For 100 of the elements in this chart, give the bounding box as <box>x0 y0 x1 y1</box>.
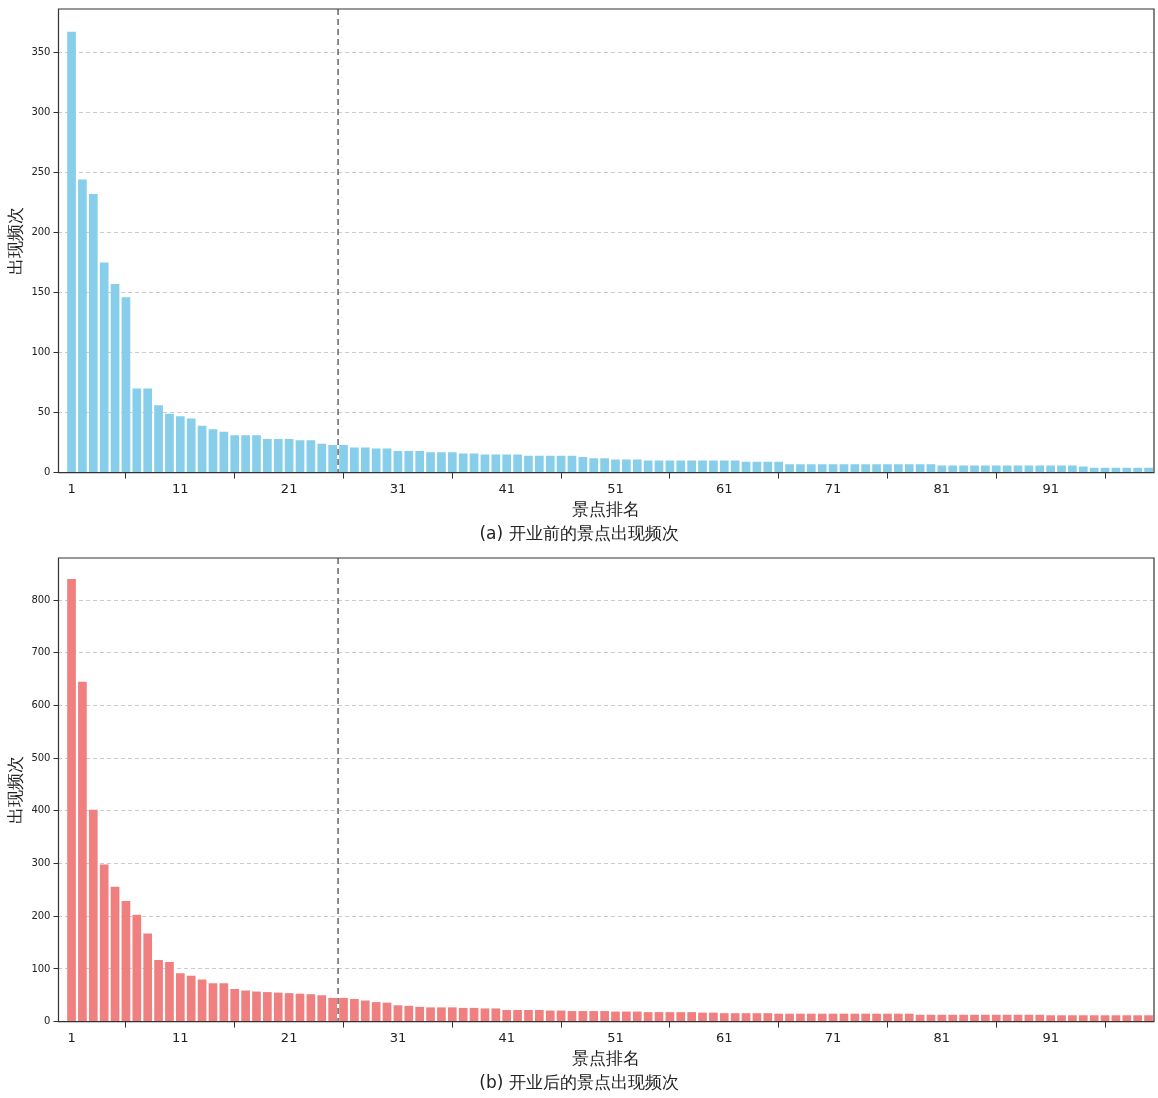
bar <box>1089 1015 1099 1022</box>
x-tick-label: 81 <box>933 480 951 496</box>
y-tick-label: 150 <box>31 286 51 298</box>
bar <box>861 464 871 473</box>
bar <box>241 435 250 473</box>
bar <box>991 465 1001 473</box>
bar <box>893 1013 903 1022</box>
x-tick-label: 91 <box>1042 1029 1059 1045</box>
bar <box>491 1008 501 1022</box>
bar <box>524 455 533 473</box>
bar <box>143 388 153 473</box>
bar <box>1035 1014 1045 1022</box>
y-tick-label: 700 <box>31 646 51 658</box>
bar <box>263 992 272 1022</box>
bar <box>1144 467 1153 473</box>
bar <box>1057 1015 1066 1022</box>
bar <box>415 1006 425 1022</box>
bar <box>78 179 87 473</box>
y-tick-label: 500 <box>31 751 51 763</box>
bar <box>132 388 142 473</box>
bar <box>632 1011 642 1022</box>
x-tick-label: 1 <box>67 480 76 496</box>
y-tick-label: 300 <box>31 105 51 117</box>
bar <box>252 435 261 473</box>
x-tick-label: 81 <box>933 1029 951 1045</box>
bar <box>469 453 479 473</box>
bar <box>981 465 990 473</box>
y-tick-label: 50 <box>37 406 51 418</box>
bar <box>578 1011 588 1022</box>
bar <box>643 1012 653 1022</box>
bar <box>513 1010 522 1022</box>
bar <box>502 454 512 473</box>
bar <box>915 464 925 473</box>
y-tick-label: 200 <box>31 225 51 237</box>
bar <box>306 994 316 1022</box>
bar <box>698 1012 707 1022</box>
bar <box>883 464 892 473</box>
bar <box>850 464 860 473</box>
bar <box>959 465 968 473</box>
bar <box>230 435 240 473</box>
bar <box>175 973 185 1022</box>
x-tick-label: 71 <box>824 1029 842 1045</box>
bar <box>839 464 849 473</box>
bar <box>1046 1015 1055 1022</box>
bar <box>752 1013 762 1022</box>
bar <box>284 993 294 1022</box>
bar <box>175 416 185 473</box>
bar <box>937 465 947 473</box>
y-tick-label: 0 <box>44 466 51 478</box>
bar <box>698 460 707 473</box>
bar <box>88 809 98 1022</box>
y-axis-title: 出现频次 <box>4 206 25 275</box>
bar <box>796 1013 805 1022</box>
bar <box>371 448 381 473</box>
bar <box>350 998 359 1022</box>
bar <box>154 405 163 473</box>
bar <box>622 459 631 473</box>
bar <box>1024 465 1034 473</box>
bar <box>317 443 327 473</box>
bar <box>437 1007 446 1022</box>
bar <box>88 193 98 473</box>
bar <box>67 31 76 473</box>
bar <box>578 456 588 473</box>
bar <box>1122 1015 1132 1022</box>
bar <box>186 418 196 473</box>
bar <box>796 464 805 473</box>
bar <box>404 1005 414 1022</box>
bar <box>970 465 979 473</box>
y-tick-label: 100 <box>31 962 51 974</box>
x-axis-title: 景点排名 <box>572 1047 641 1068</box>
bar <box>437 452 446 473</box>
bar <box>817 1013 827 1022</box>
bar <box>632 459 642 473</box>
bar <box>121 297 131 473</box>
bar <box>872 1013 881 1022</box>
bar <box>763 461 773 473</box>
bar <box>1144 1015 1153 1022</box>
bar <box>785 1013 794 1022</box>
bar <box>447 452 457 473</box>
bar <box>665 1012 675 1022</box>
bar <box>904 464 914 473</box>
x-tick-label: 61 <box>716 480 733 496</box>
bar <box>687 460 696 473</box>
text: (a) 开业前的景点出现频次 <box>479 523 679 544</box>
x-tick-label: 91 <box>1042 480 1059 496</box>
bar <box>165 962 174 1022</box>
bar <box>426 1007 435 1022</box>
bar <box>567 455 577 473</box>
bar <box>480 1008 490 1022</box>
bar <box>556 455 566 473</box>
bar <box>110 284 120 473</box>
y-tick-label: 800 <box>31 593 51 605</box>
bar <box>350 447 359 473</box>
bar <box>415 450 425 473</box>
bar <box>926 464 936 473</box>
bar <box>730 460 740 473</box>
bar <box>284 438 294 473</box>
bar <box>132 914 142 1022</box>
bar <box>404 450 414 473</box>
bar <box>426 452 435 473</box>
